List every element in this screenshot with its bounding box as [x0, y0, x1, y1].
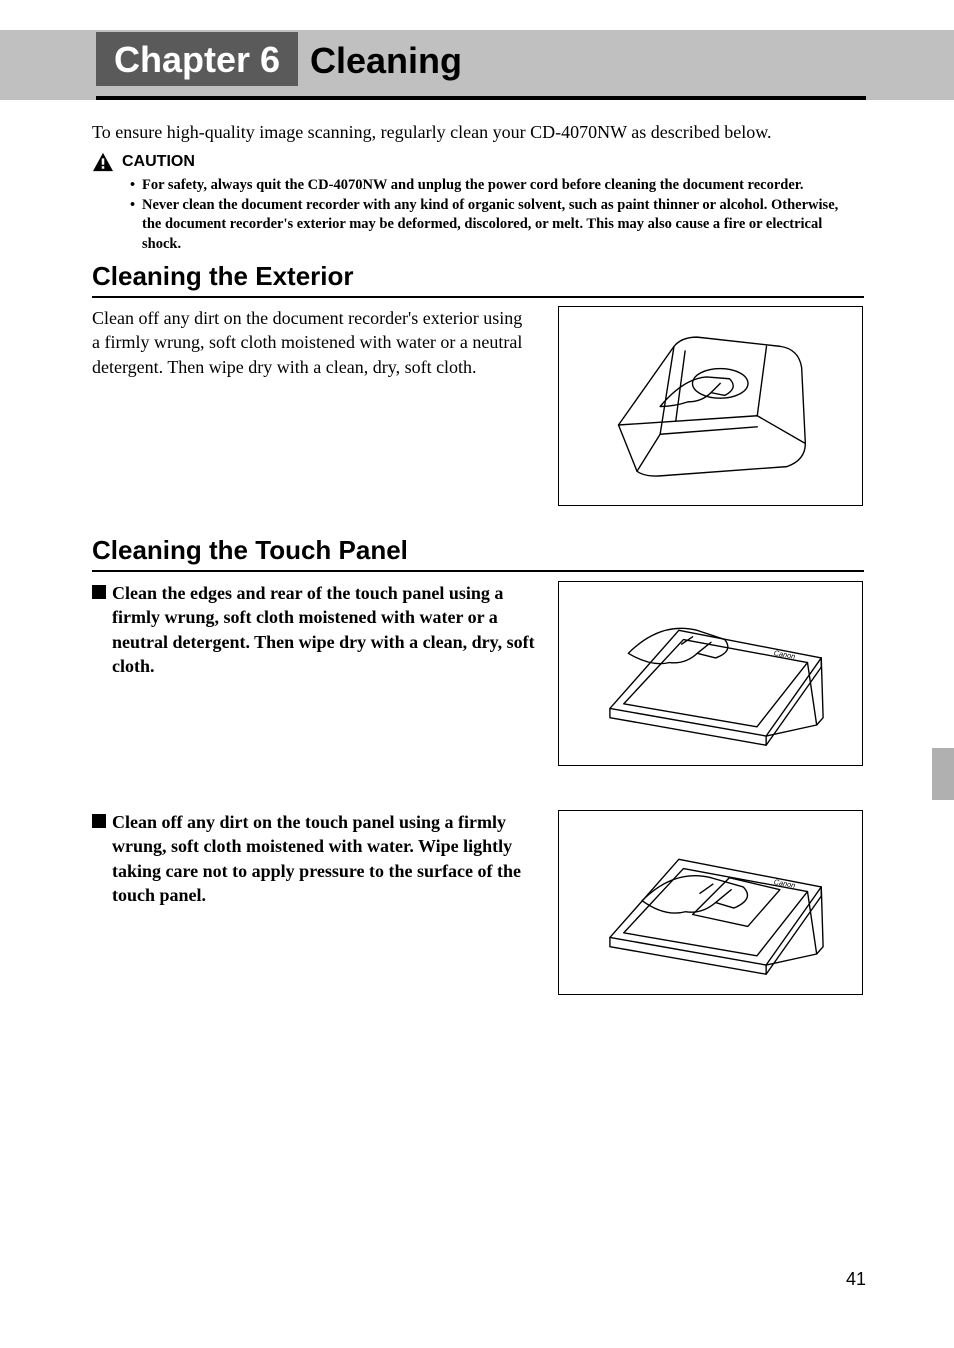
touch-panel-edge-illustration-icon: Canon [571, 589, 851, 759]
caution-text: Never clean the document recorder with a… [142, 196, 860, 255]
chapter-title: Cleaning [310, 40, 462, 82]
section-underline [92, 296, 864, 298]
bullet-dot-icon: • [130, 176, 142, 196]
caution-label: CAUTION [122, 153, 195, 171]
square-bullet-icon [92, 814, 106, 828]
bullet-text: Clean off any dirt on the touch panel us… [112, 810, 542, 907]
chapter-intro-text: To ensure high-quality image scanning, r… [92, 120, 852, 144]
section-underline [92, 570, 864, 572]
page: Chapter 6 Cleaning To ensure high-qualit… [0, 0, 954, 1348]
section-side-tab [932, 748, 954, 800]
section-body-text: Clean off any dirt on the document recor… [92, 306, 532, 379]
chapter-number-box: Chapter 6 [96, 32, 298, 86]
svg-text:Canon: Canon [773, 877, 796, 890]
section-bullet: Clean off any dirt on the touch panel us… [92, 810, 542, 907]
figure-touch-panel-edge-wipe: Canon [558, 581, 863, 766]
figure-touch-panel-surface-wipe: Canon [558, 810, 863, 995]
scanner-illustration-icon [571, 314, 851, 499]
chapter-underline [96, 96, 866, 100]
touch-panel-surface-illustration-icon: Canon [571, 818, 851, 988]
caution-item: • For safety, always quit the CD-4070NW … [130, 176, 860, 196]
square-bullet-icon [92, 585, 106, 599]
bullet-text: Clean the edges and rear of the touch pa… [112, 581, 542, 678]
section-bullet: Clean the edges and rear of the touch pa… [92, 581, 542, 678]
warning-triangle-icon [92, 152, 114, 172]
svg-text:Canon: Canon [773, 648, 796, 661]
page-number: 41 [846, 1269, 866, 1290]
caution-item: • Never clean the document recorder with… [130, 196, 860, 255]
section-cleaning-exterior: Cleaning the Exterior [92, 261, 864, 298]
caution-row: CAUTION [92, 152, 195, 172]
section-heading: Cleaning the Touch Panel [92, 535, 864, 566]
caution-list: • For safety, always quit the CD-4070NW … [130, 176, 860, 254]
section-heading: Cleaning the Exterior [92, 261, 864, 292]
caution-text: For safety, always quit the CD-4070NW an… [142, 176, 860, 196]
figure-scanner-wipe [558, 306, 863, 506]
section-cleaning-touch-panel: Cleaning the Touch Panel [92, 535, 864, 572]
bullet-dot-icon: • [130, 196, 142, 255]
